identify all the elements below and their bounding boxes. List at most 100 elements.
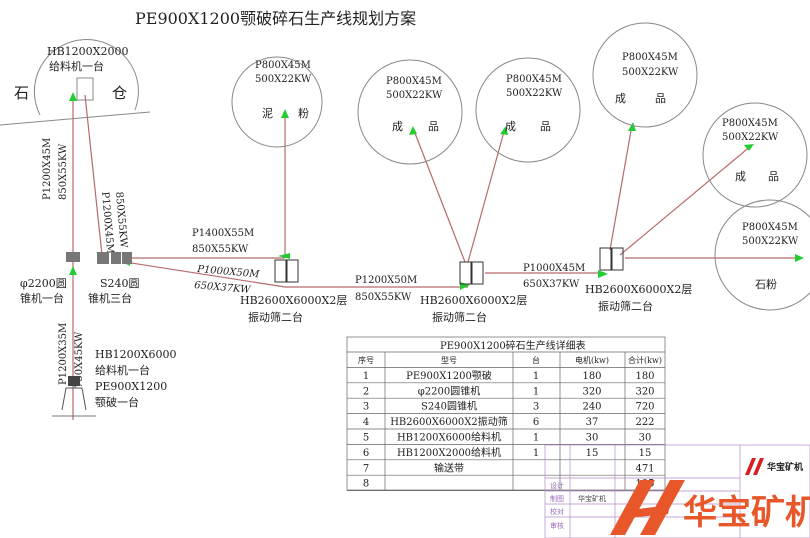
stone-silo: HB1200X2000 给料机一台 石 仓 xyxy=(0,39,151,126)
jaw-crusher-icon xyxy=(52,376,96,417)
table-cell: 320 xyxy=(635,386,654,397)
table-cell: 1 xyxy=(363,371,369,382)
conveyor-2-length: P1200X45M xyxy=(99,191,115,254)
pile-name: 石粉 xyxy=(755,278,777,291)
pile-label: 500X22KW xyxy=(742,236,799,247)
table-cell: 720 xyxy=(635,402,654,413)
table-cell: 1 xyxy=(533,386,539,397)
conveyor-labels: P1200X45M 850X55KW P1200X45M 850X55KW P1… xyxy=(42,138,585,388)
silo-label-right: 仓 xyxy=(112,84,127,102)
conveyor-3-power: 750X45KW xyxy=(74,331,85,388)
pile-label: P800X45M xyxy=(622,52,678,63)
pile-label: 500X22KW xyxy=(386,90,443,101)
table-cell: φ2200圆锥机 xyxy=(418,384,480,397)
pile-label: 500X22KW xyxy=(255,74,312,85)
table-cell: 8 xyxy=(363,479,369,490)
pile-name: 品 xyxy=(768,170,779,183)
cone1-label-1: φ2200圆 xyxy=(20,277,67,290)
pile-name: 品 xyxy=(540,120,551,133)
table-cell: 30 xyxy=(586,433,599,444)
table-header: 台 xyxy=(532,355,540,365)
watermark-logo: 华宝矿机 xyxy=(610,480,810,535)
stockpile-product-1: P800X45M 500X22KW 成 品 xyxy=(357,59,463,165)
pile-name: 成 xyxy=(735,170,746,183)
table-cell: 180 xyxy=(635,371,654,382)
tb-draw: 制图 xyxy=(550,494,564,503)
equipment-table: PE900X1200碎石生产线详细表 序号 型号 台 电机(kw) 合计(kw) 1 PE9… xyxy=(346,336,666,491)
diagram-title: PE900X1200颚破碎石生产线规划方案 xyxy=(135,9,416,28)
table-cell: 6 xyxy=(533,417,539,428)
small-logo: 华宝矿机 xyxy=(745,458,803,475)
conveyor-6-length: P1200X50M xyxy=(355,275,417,286)
table-header: 型号 xyxy=(441,356,457,365)
table-cell: 15 xyxy=(586,448,599,459)
table-cell: 7 xyxy=(363,463,369,474)
tb-check: 校对 xyxy=(550,507,564,516)
pile-label: P800X45M xyxy=(722,118,778,129)
table-cell: 471 xyxy=(635,463,654,474)
conveyor-3-length: P1200X35M xyxy=(58,323,69,385)
table-cell: 180 xyxy=(582,371,601,382)
pile-label: P800X45M xyxy=(506,74,562,85)
table-cell: HB2600X6000X2振动筛 xyxy=(390,415,508,428)
table-cell: 2 xyxy=(363,386,369,397)
conveyor-2-power: 850X55KW xyxy=(113,191,129,249)
conveyor-4-length: P1400X55M xyxy=(192,228,254,239)
table-header: 合计(kw) xyxy=(628,355,662,365)
table-cell: 6 xyxy=(363,448,369,459)
pile-name: 泥 xyxy=(262,107,273,120)
pile-label: P800X45M xyxy=(742,222,798,233)
conveyor-6-power: 850X55KW xyxy=(355,292,412,303)
pile-name: 粉 xyxy=(298,107,309,120)
conveyor-4-power: 850X55KW xyxy=(192,244,249,255)
table-header: 电机(kw) xyxy=(575,355,609,365)
table-cell: 3 xyxy=(363,402,369,413)
small-logo-text: 华宝矿机 xyxy=(767,461,803,473)
cone2-label-2: 锥机三台 xyxy=(88,291,132,305)
watermark-logo-text: 华宝矿机 xyxy=(683,493,810,533)
screen-icons xyxy=(274,247,624,285)
tb-company: 华宝矿机 xyxy=(578,494,606,503)
machine-labels: φ2200圆 锥机一台 S240圆 锥机三台 HB1200X6000 给料机一台… xyxy=(20,277,692,409)
table-cell: HB1200X2000给料机 xyxy=(397,446,501,459)
pile-name: 成 xyxy=(505,120,516,133)
cone1-label-2: 锥机一台 xyxy=(20,291,64,305)
table-cell: 15 xyxy=(639,448,652,459)
table-header: 序号 xyxy=(358,355,374,365)
screen3-label-1: HB2600X6000X2层 xyxy=(585,283,692,296)
pile-label: 500X22KW xyxy=(622,67,679,78)
table-cell: 222 xyxy=(635,417,654,428)
table-cell: 4 xyxy=(363,417,369,428)
tb-design: 设计 xyxy=(550,481,564,490)
table-cell: 320 xyxy=(582,386,601,397)
screen2-label-2: 振动筛二台 xyxy=(432,310,487,324)
table-cell: 3 xyxy=(533,402,539,413)
table-cell: S240圆锥机 xyxy=(421,400,477,413)
pile-name: 成 xyxy=(615,92,626,105)
conveyor-7-length: P1000X45M xyxy=(523,263,585,274)
silo-model: HB1200X2000 xyxy=(47,45,129,58)
screen3-label-2: 振动筛二台 xyxy=(598,299,653,313)
conveyor-5-power: 650X37KW xyxy=(194,280,252,296)
tb-review: 审核 xyxy=(550,521,564,530)
jaw-label-4: 颚破一台 xyxy=(95,395,139,409)
pile-name: 品 xyxy=(428,120,439,133)
conveyor-lines xyxy=(72,94,800,420)
conveyor-1-power: 850X55KW xyxy=(58,143,69,200)
jaw-label-2: 给料机一台 xyxy=(95,363,150,377)
pile-label: P800X45M xyxy=(386,76,442,87)
table-cell: PE900X1200颚破 xyxy=(406,369,492,382)
stockpile-product-4: P800X45M 500X22KW 成 品 xyxy=(702,102,808,208)
table-cell: 输送带 xyxy=(434,461,464,474)
table-cell: 1 xyxy=(533,433,539,444)
cone2-label-1: S240圆 xyxy=(100,277,140,290)
table-cell: 5 xyxy=(363,433,369,444)
silo-desc: 给料机一台 xyxy=(49,59,104,73)
conveyor-7-power: 650X37KW xyxy=(523,279,580,290)
pile-label: P800X45M xyxy=(255,60,311,71)
screen2-label-1: HB2600X6000X2层 xyxy=(420,294,527,307)
table-cell: 1 xyxy=(533,448,539,459)
table-cell: 37 xyxy=(586,417,599,428)
table-cell: 1 xyxy=(533,371,539,382)
stockpile-product-2: P800X45M 500X22KW 成 品 xyxy=(475,57,581,163)
